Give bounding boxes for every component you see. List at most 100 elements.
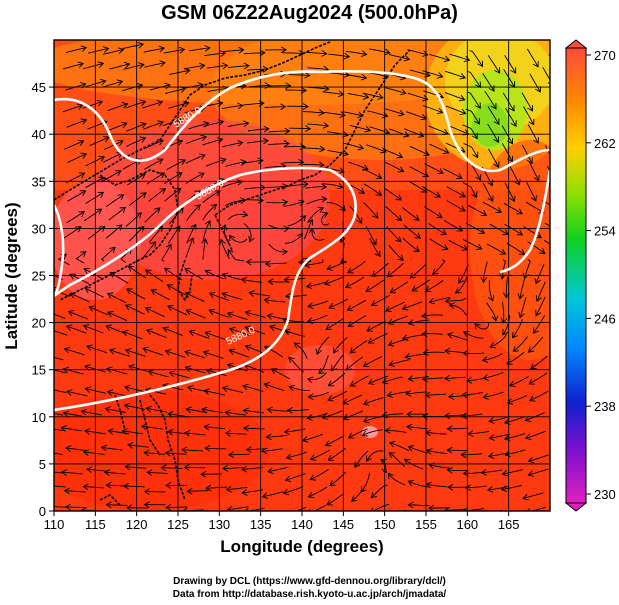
streamline-arrowhead — [486, 486, 494, 493]
streamline-arrowhead — [219, 157, 227, 164]
streamline — [202, 138, 223, 146]
streamline — [388, 315, 409, 325]
streamline — [148, 370, 169, 378]
streamline — [144, 158, 164, 170]
streamline-arrowhead — [421, 312, 428, 319]
streamline — [122, 330, 143, 340]
colorbar-scale — [565, 47, 587, 504]
streamline-arrowhead — [115, 170, 122, 177]
streamline — [186, 309, 206, 319]
streamline — [265, 262, 287, 265]
streamline — [142, 101, 163, 109]
streamline-arrowhead — [228, 348, 236, 355]
streamline-arrowhead — [80, 152, 88, 159]
streamline-arrowhead — [323, 85, 330, 92]
streamline-arrowhead — [144, 306, 152, 313]
streamline — [85, 156, 105, 167]
streamline — [523, 226, 542, 239]
streamline — [54, 471, 64, 474]
streamline-arrowhead — [265, 433, 272, 441]
streamline — [322, 183, 343, 188]
streamline — [166, 506, 188, 508]
streamline — [54, 330, 68, 336]
streamline — [287, 215, 307, 227]
colorbar-tick-label: 262 — [594, 136, 616, 151]
streamline-arrowhead — [493, 118, 500, 126]
streamline — [351, 485, 366, 502]
streamline — [188, 122, 209, 130]
streamline-arrowhead — [258, 100, 265, 107]
streamline — [407, 49, 428, 56]
streamline — [482, 353, 503, 361]
streamline — [287, 409, 309, 411]
streamline-arrowhead — [487, 195, 494, 203]
streamline — [127, 444, 149, 448]
streamline-arrowhead — [65, 445, 72, 452]
streamline-arrowhead — [529, 363, 537, 370]
streamline — [202, 220, 211, 241]
streamline — [83, 486, 105, 489]
streamline — [448, 125, 469, 135]
streamline — [143, 47, 165, 53]
streamline-arrowhead — [318, 161, 325, 169]
streamline — [308, 486, 328, 498]
streamline — [324, 111, 346, 116]
streamline-arrowhead — [66, 389, 73, 396]
streamline — [461, 453, 483, 456]
streamline — [264, 299, 286, 303]
streamline — [462, 239, 483, 250]
streamline — [502, 301, 505, 323]
streamline-arrowhead — [156, 99, 164, 107]
streamline — [445, 70, 466, 79]
streamline — [443, 168, 463, 179]
streamline — [228, 453, 250, 456]
streamline-arrowhead — [374, 250, 381, 258]
streamline — [519, 278, 526, 299]
streamline-arrowhead — [463, 55, 471, 63]
streamline — [486, 302, 497, 321]
streamline — [206, 64, 228, 69]
streamline-arrowhead — [82, 483, 89, 491]
streamline-arrowhead — [205, 484, 212, 492]
streamline-arrowhead — [165, 482, 172, 489]
streamline-arrowhead — [184, 365, 192, 372]
streamline — [201, 408, 223, 414]
streamline-arrowhead — [146, 469, 153, 476]
streamline-arrowhead — [124, 304, 132, 311]
streamline-arrowhead — [406, 410, 413, 418]
streamline — [404, 458, 424, 470]
streamline-arrowhead — [403, 54, 411, 62]
streamline-arrowhead — [413, 245, 420, 253]
streamline — [342, 111, 363, 117]
streamline-arrowhead — [461, 244, 469, 251]
streamline-arrowhead — [184, 267, 191, 274]
streamline-arrowhead — [507, 137, 514, 145]
streamline-arrowhead — [264, 260, 271, 268]
streamline — [444, 414, 466, 417]
chart-title: GSM 06Z22Aug2024 (500.0hPa) — [161, 2, 458, 24]
streamline — [345, 276, 365, 288]
streamline-arrowhead — [190, 223, 197, 231]
streamline — [383, 107, 405, 116]
streamline — [455, 275, 468, 294]
streamline — [54, 506, 67, 508]
streamline-arrowhead — [284, 292, 292, 300]
x-tick-label: 150 — [374, 517, 396, 532]
streamline-arrowhead — [270, 368, 278, 375]
streamline-arrowhead — [526, 157, 533, 165]
streamline-arrowhead — [472, 151, 479, 159]
streamline-arrowhead — [281, 199, 289, 206]
streamline-arrowhead — [79, 82, 87, 89]
streamline-arrowhead — [446, 331, 454, 339]
streamline-arrowhead — [491, 315, 499, 322]
streamline-arrowhead — [269, 324, 276, 331]
streamline — [271, 368, 291, 380]
streamline-arrowhead — [494, 67, 501, 74]
streamline — [127, 173, 146, 186]
streamline-arrowhead — [388, 360, 395, 367]
streamline-arrowhead — [96, 99, 104, 107]
streamline — [342, 394, 363, 405]
streamline — [63, 368, 84, 375]
streamline-arrowhead — [242, 407, 249, 415]
streamline — [363, 397, 384, 405]
